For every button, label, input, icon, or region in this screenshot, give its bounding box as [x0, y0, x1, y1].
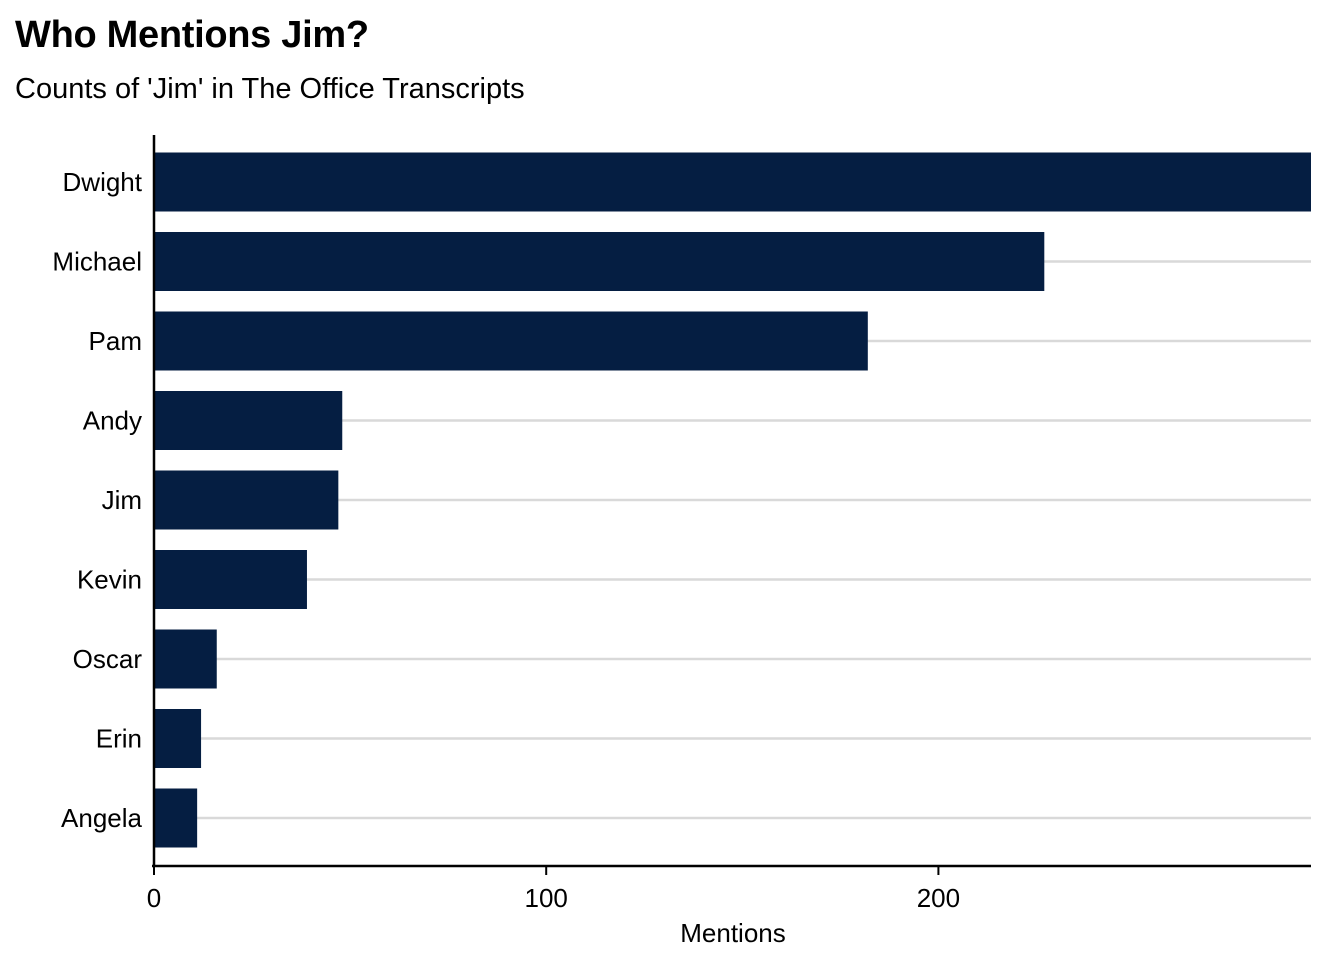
category-label-angela: Angela [61, 803, 142, 833]
bar-dwight [154, 152, 1311, 212]
bars [154, 152, 1311, 848]
bar-oscar [154, 629, 217, 689]
bar-jim [154, 470, 339, 530]
category-label-jim: Jim [102, 485, 142, 515]
bar-andy [154, 391, 343, 450]
x-tick-label-1: 100 [525, 883, 568, 913]
bar-pam [154, 311, 868, 371]
labels: Dwight Michael Pam Andy Jim Kevin Oscar Erin Ang… [52, 167, 960, 913]
category-label-kevin: Kevin [77, 565, 142, 595]
bar-erin [154, 709, 202, 768]
x-tick-label-0: 0 [147, 883, 161, 913]
axes [152, 135, 1311, 868]
category-label-erin: Erin [96, 724, 142, 754]
chart-title: Who Mentions Jim? [15, 14, 369, 56]
category-label-pam: Pam [89, 326, 142, 356]
category-label-andy: Andy [83, 406, 142, 436]
bar-kevin [154, 550, 307, 609]
x-axis-title: Mentions [680, 918, 786, 948]
chart-subtitle: Counts of 'Jim' in The Office Transcript… [15, 73, 525, 105]
bar-michael [154, 232, 1045, 291]
category-label-michael: Michael [52, 247, 142, 277]
x-tick-label-2: 200 [917, 883, 960, 913]
category-label-dwight: Dwight [63, 167, 143, 197]
category-label-oscar: Oscar [73, 644, 143, 674]
bar-angela [154, 788, 198, 848]
